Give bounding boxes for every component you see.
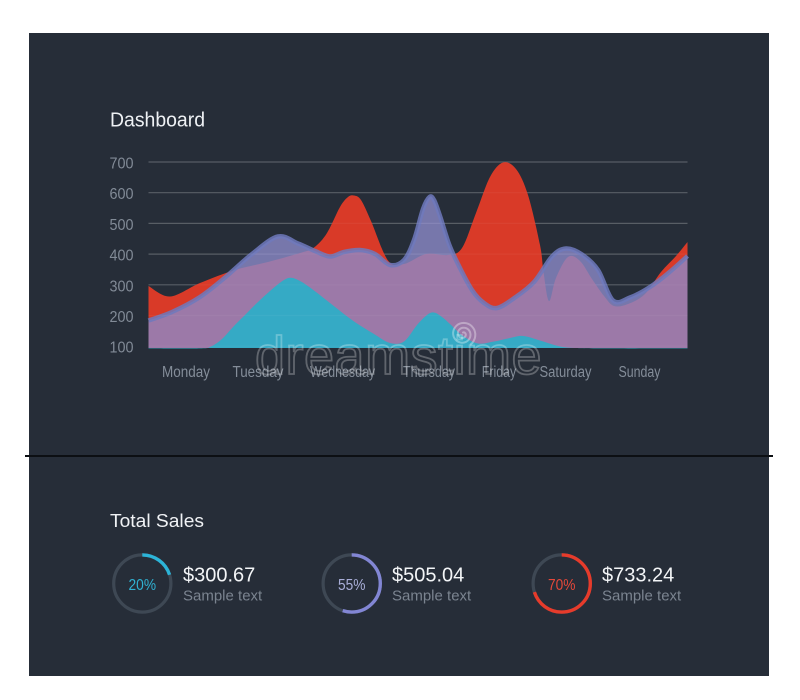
svg-text:700: 700: [110, 156, 134, 173]
svg-text:$733.24: $733.24: [602, 565, 674, 587]
svg-text:$300.67: $300.67: [183, 565, 255, 587]
svg-text:$505.04: $505.04: [392, 565, 464, 587]
svg-text:Saturday: Saturday: [540, 364, 592, 381]
svg-text:Thursday: Thursday: [403, 364, 455, 381]
svg-text:55%: 55%: [338, 577, 366, 594]
svg-text:Tuesday: Tuesday: [233, 364, 284, 381]
svg-text:70%: 70%: [548, 577, 576, 594]
svg-text:Total Sales: Total Sales: [110, 510, 204, 531]
svg-text:400: 400: [110, 248, 134, 265]
svg-text:Friday: Friday: [482, 364, 517, 381]
svg-text:Sample text: Sample text: [183, 588, 263, 605]
svg-text:600: 600: [110, 186, 134, 203]
svg-text:20%: 20%: [129, 577, 157, 594]
svg-text:300: 300: [110, 278, 134, 295]
svg-text:Monday: Monday: [162, 364, 210, 381]
svg-text:Sunday: Sunday: [619, 364, 661, 381]
svg-text:dreamstime: dreamstime: [255, 326, 542, 386]
svg-text:200: 200: [110, 309, 134, 326]
svg-text:500: 500: [110, 217, 134, 234]
svg-text:Sample text: Sample text: [602, 588, 682, 605]
svg-text:Dashboard: Dashboard: [110, 109, 205, 132]
svg-text:100: 100: [110, 340, 134, 357]
svg-text:Sample text: Sample text: [392, 588, 472, 605]
svg-text:Wednesday: Wednesday: [310, 364, 375, 381]
